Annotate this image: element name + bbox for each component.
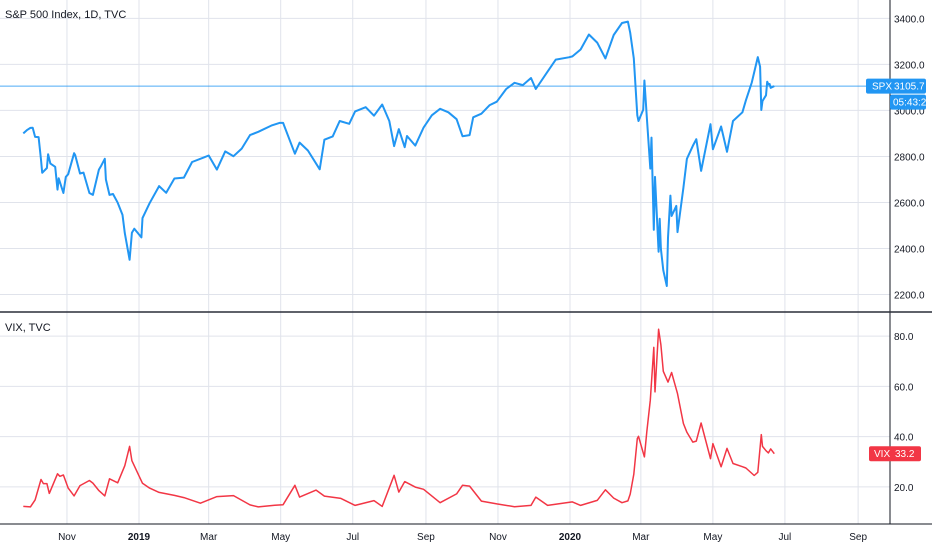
vix-price-badge: VIX 33.2 [869,446,921,462]
spx-price-axis-label: 2400.0 [894,244,925,255]
vix-price-axis-label: 60.0 [894,382,914,393]
bar-countdown: 05:43:27 [893,98,932,109]
time-axis-label: 2019 [128,532,151,543]
grid-lines [0,0,890,524]
countdown-badge-background [890,94,926,110]
vix-badge-background [869,446,921,462]
time-axis-label: Nov [58,532,76,543]
time-axis-label: Mar [200,532,218,543]
spx-series-line[interactable] [22,20,775,287]
time-axis-label: Mar [632,532,650,543]
time-axis-label: Sep [849,532,867,543]
spx-price-axis-label: 2800.0 [894,152,925,163]
spx-badge-value: 3105.7 [894,82,925,93]
vix-legend[interactable]: VIX, TVC [5,322,51,334]
vix-price-axis-label: 20.0 [894,483,914,494]
spx-legend[interactable]: S&P 500 Index, 1D, TVC [5,9,127,21]
vix-badge-value: 33.2 [895,449,915,460]
time-axis-label: Jul [346,532,359,543]
vix-pane[interactable] [23,328,775,508]
time-axis-label: 2020 [559,532,582,543]
spx-pane[interactable] [0,20,890,287]
spx-price-axis-label: 3000.0 [894,106,925,117]
time-axis-label: May [703,532,722,543]
spx-badge-background [866,78,926,94]
spx-price-axis-label: 2200.0 [894,290,925,301]
spx-badge-symbol: SPX [872,82,892,93]
vix-series-line[interactable] [23,328,775,508]
spx-price-axis-label: 3400.0 [894,14,925,25]
time-axis-label: Sep [417,532,435,543]
vix-price-axis-label: 80.0 [894,332,914,343]
spx-price-axis-label: 3200.0 [894,60,925,71]
time-axis[interactable]: Nov 2019 Mar May Jul Sep Nov 2020 Mar May Jul Sep [58,532,867,543]
spx-price-badge: SPX 3105.7 05:43:27 [866,78,932,110]
time-axis-label: Nov [489,532,507,543]
time-axis-label: Jul [779,532,792,543]
time-axis-label: May [271,532,290,543]
vix-price-axis-label: 40.0 [894,433,914,444]
price-axis[interactable]: 2200.0 2400.0 2600.0 2800.0 3000.0 3200.0 3400… [894,14,925,493]
spx-price-axis-label: 2600.0 [894,198,925,209]
vix-badge-symbol: VIX [874,449,890,460]
